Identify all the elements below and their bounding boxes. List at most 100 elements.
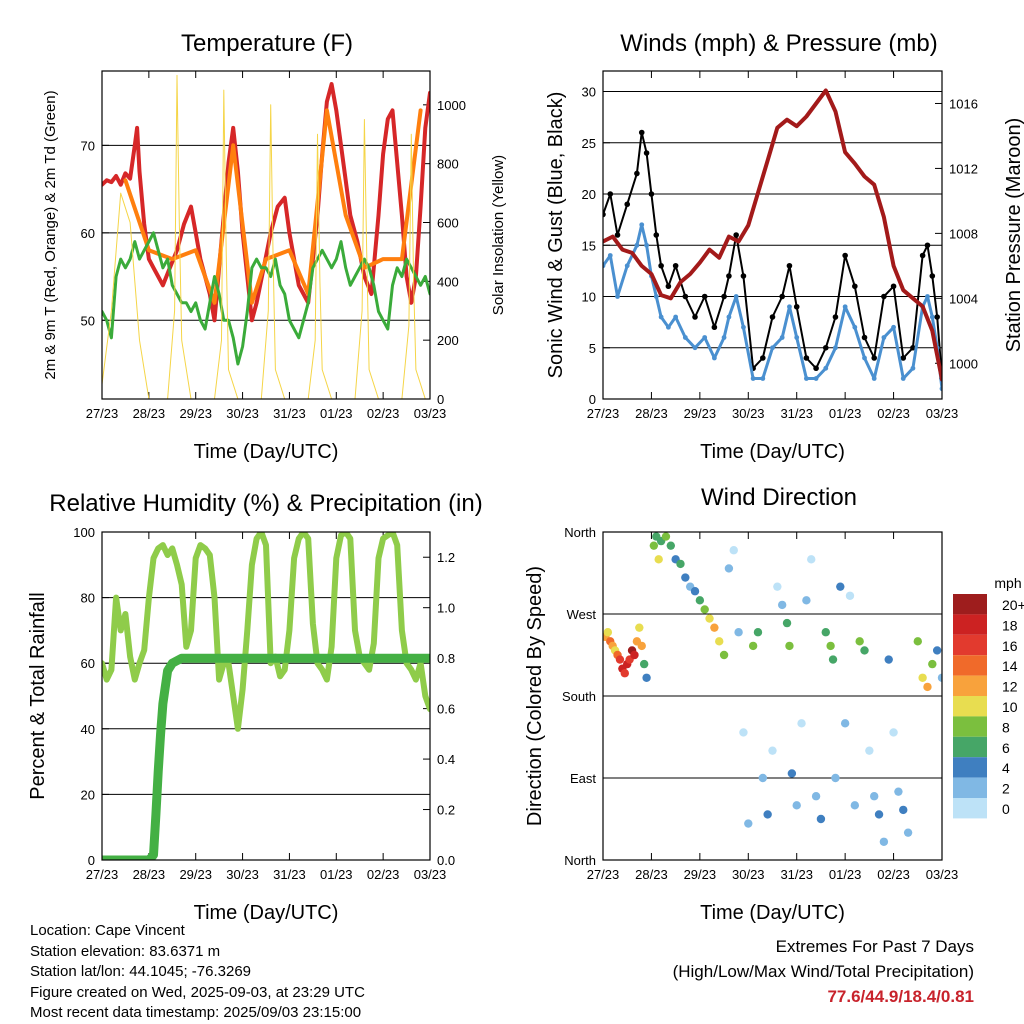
y-tick-label: West (567, 607, 597, 622)
direction-point (603, 628, 613, 637)
series-line (102, 653, 430, 860)
chart-title: Temperature (F) (181, 30, 353, 57)
x-tick-label: 30/23 (732, 406, 765, 421)
legend-swatch (953, 777, 987, 798)
y-tick-label: North (564, 525, 596, 540)
y-right-tick-label: 0.8 (437, 651, 455, 666)
legend-label: 2 (1002, 781, 1010, 797)
legend-label: 20+ (1002, 597, 1024, 613)
legend-swatch (953, 798, 987, 819)
direction-point (639, 659, 649, 669)
legend-label: 4 (1002, 760, 1010, 776)
plot-area (603, 532, 942, 846)
plot-area (603, 88, 942, 392)
series-line (102, 532, 430, 732)
y-right-tick-label: 800 (437, 157, 459, 172)
y-tick-label: 80 (81, 591, 95, 606)
y-axis-label: Sonic Wind & Gust (Blue, Black) (545, 92, 567, 379)
direction-point (785, 641, 794, 651)
plot-frame (602, 531, 943, 861)
y-right-tick-label: 1000 (949, 356, 978, 371)
y-axis-label: Percent & Total Rainfall (27, 592, 49, 800)
y-right-tick-label: 400 (437, 274, 459, 289)
direction-point (850, 801, 860, 810)
direction-point (831, 773, 840, 783)
x-tick-label: 02/23 (367, 867, 400, 882)
direction-point (744, 819, 753, 828)
legend-swatch (953, 614, 987, 635)
direction-point (649, 541, 659, 550)
chart-title: Relative Humidity (%) & Precipitation (i… (49, 490, 482, 517)
x-axis-label: Time (Day/UTC) (700, 902, 845, 924)
legend-label: 18 (1002, 617, 1018, 633)
y-right-tick-label: 0.4 (437, 752, 455, 767)
extremes-title: Extremes For Past 7 Days (775, 937, 974, 956)
direction-point (792, 801, 801, 810)
direction-point (782, 618, 792, 628)
x-tick-label: 28/23 (635, 406, 668, 421)
wind-series-line (603, 131, 942, 379)
direction-point (773, 582, 782, 591)
y-right-tick-label: 0 (437, 392, 444, 407)
x-axis-label: Time (Day/UTC) (700, 441, 845, 463)
direction-point (758, 773, 768, 783)
station-latlon: Station lat/lon: 44.1045; -76.3269 (30, 963, 252, 980)
legend-label: 14 (1002, 658, 1018, 674)
direction-point (879, 837, 889, 846)
y-right-tick-label: 1008 (949, 226, 978, 241)
x-tick-label: 28/23 (635, 867, 668, 882)
x-tick-label: 03/23 (414, 406, 447, 421)
direction-point (700, 605, 709, 614)
direction-point (637, 641, 646, 651)
data-timestamp: Most recent data timestamp: 2025/09/03 2… (30, 1004, 362, 1021)
direction-point (874, 810, 884, 819)
x-tick-label: 28/23 (133, 406, 166, 421)
y-tick-label: 0 (589, 392, 596, 407)
direction-point (724, 564, 734, 573)
speed-legend: mph 20+ 18 16 14 12 10 8 6 4 2 0 (953, 575, 1024, 819)
y-right-axis-label: Station Pressure (Maroon) (1003, 118, 1024, 353)
x-tick-label: 29/23 (179, 867, 212, 882)
series-line (102, 82, 430, 323)
x-tick-label: 31/23 (780, 406, 813, 421)
direction-point (894, 787, 903, 796)
station-location: Location: Cape Vincent (30, 922, 185, 939)
plot-area (102, 532, 430, 860)
legend-label: 12 (1002, 679, 1018, 695)
x-tick-label: 01/23 (829, 867, 862, 882)
direction-point (918, 673, 927, 682)
panel-1: Temperature (F) 50 60 70 0 200 400 600 800 1000 27… (42, 30, 507, 463)
legend-label: 8 (1002, 719, 1010, 735)
y-tick-label: 20 (582, 187, 596, 202)
x-tick-label: 02/23 (367, 406, 400, 421)
x-tick-label: 01/23 (320, 867, 353, 882)
plot-area (102, 74, 430, 399)
y-tick-label: 0 (88, 853, 95, 868)
x-tick-label: 27/23 (86, 406, 119, 421)
y-tick-label: 70 (81, 138, 95, 153)
direction-point (615, 655, 625, 664)
panel-2: Winds (mph) & Pressure (mb) 0 5 10 15 20 25 30 1… (545, 30, 1024, 463)
direction-point (845, 591, 855, 600)
direction-point (928, 659, 937, 669)
direction-point (729, 546, 738, 555)
y-right-tick-label: 1016 (949, 96, 978, 111)
direction-point (807, 555, 816, 564)
direction-point (870, 792, 879, 801)
legend-label: 0 (1002, 801, 1010, 817)
direction-point (654, 555, 663, 564)
direction-point (903, 828, 913, 837)
y-tick-label: 40 (81, 722, 95, 737)
legend-swatch (953, 757, 987, 778)
plot-frame (602, 70, 943, 400)
direction-point (734, 628, 743, 637)
y-right-tick-label: 1012 (949, 161, 978, 176)
x-tick-label: 27/23 (587, 406, 620, 421)
x-tick-label: 29/23 (684, 867, 717, 882)
legend-label: 10 (1002, 699, 1018, 715)
direction-point (695, 596, 705, 605)
direction-point (923, 682, 932, 692)
legend-swatch (953, 594, 987, 615)
legend-label: 6 (1002, 740, 1010, 756)
